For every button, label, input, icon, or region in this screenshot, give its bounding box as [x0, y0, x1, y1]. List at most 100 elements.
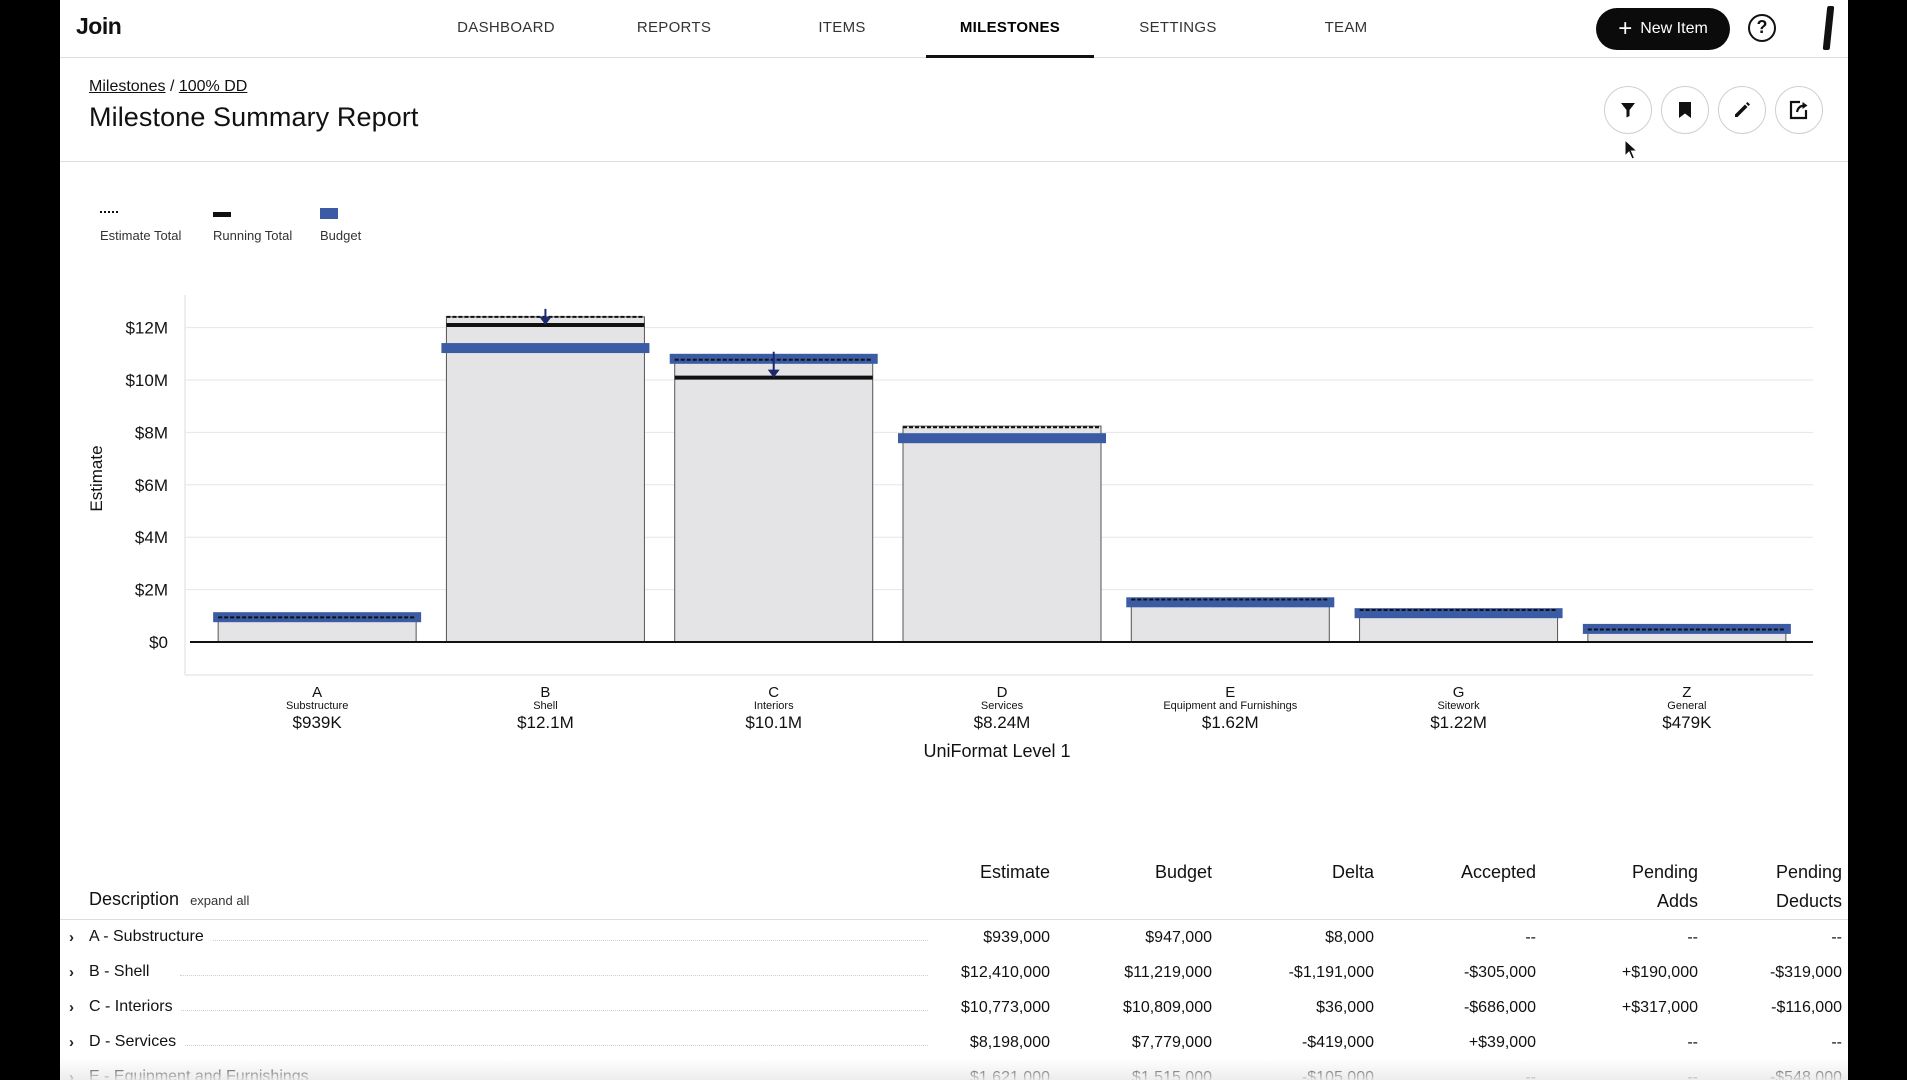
y-tick-label: $6M	[135, 476, 168, 495]
column-header-line1: Pending	[1631, 862, 1698, 882]
cell-pending-adds: --	[1687, 1069, 1698, 1080]
cell-budget: $947,000	[1145, 929, 1212, 946]
tab-reports[interactable]: REPORTS	[636, 19, 712, 36]
cell-accepted: -$305,000	[1463, 964, 1536, 981]
x-category-total: $939K	[293, 713, 343, 732]
new-item-button[interactable]: + New Item	[1596, 8, 1730, 50]
cell-pending-deducts: --	[1831, 929, 1842, 946]
x-category-total: $12.1M	[517, 713, 574, 732]
x-category-name: Shell	[533, 700, 557, 712]
breadcrumb-milestones-link[interactable]: Milestones	[89, 78, 166, 95]
top-nav: Join DASHBOARD REPORTS ITEMS MILESTONES …	[60, 0, 1848, 58]
row-leader-dots	[180, 1045, 928, 1046]
column-header-line1: Pending	[1775, 862, 1842, 882]
cell-accepted: +$39,000	[1468, 1034, 1536, 1051]
tab-items[interactable]: ITEMS	[818, 19, 866, 36]
bookmark-button[interactable]	[1661, 86, 1709, 134]
filter-icon	[1621, 103, 1635, 118]
row-description: D - Services	[89, 1033, 185, 1051]
column-header-pending-adds[interactable]: Pending Adds	[1548, 858, 1698, 916]
budget-marker-e	[1126, 597, 1335, 608]
cell-estimate: $1,621,000	[969, 1069, 1050, 1080]
edit-button[interactable]	[1718, 86, 1766, 134]
cell-delta: -$105,000	[1301, 1069, 1374, 1080]
cell-pending-adds: --	[1687, 1034, 1698, 1051]
row-description: C - Interiors	[89, 998, 181, 1016]
chevron-right-icon[interactable]: ›	[69, 1069, 74, 1080]
x-category-name: Services	[981, 700, 1024, 712]
profile-menu-icon[interactable]	[1822, 6, 1835, 50]
tab-dashboard[interactable]: DASHBOARD	[457, 19, 555, 36]
table-header-divider	[60, 919, 1848, 920]
x-category-code: G	[1453, 684, 1465, 701]
cell-delta: $8,000	[1325, 929, 1374, 946]
column-header-accepted[interactable]: Accepted	[1386, 858, 1536, 887]
chevron-right-icon[interactable]: ›	[69, 1034, 74, 1051]
x-category-code: C	[768, 684, 779, 701]
row-leader-dots	[180, 1010, 928, 1011]
filter-button[interactable]	[1604, 86, 1652, 134]
x-category-total: $10.1M	[745, 713, 802, 732]
column-header-budget[interactable]: Budget	[1062, 858, 1212, 887]
column-header-line2: Accepted	[1460, 862, 1536, 882]
table-row[interactable]: › E - Equipment and Furnishings $1,621,0…	[60, 1060, 1848, 1080]
cell-budget: $7,779,000	[1131, 1034, 1212, 1051]
description-header: Description expand all	[89, 889, 249, 910]
cell-budget: $11,219,000	[1124, 964, 1212, 981]
row-description: A - Substructure	[89, 928, 212, 946]
table-row[interactable]: › B - Shell $12,410,000 $11,219,000 -$1,…	[60, 955, 1848, 990]
milestone-chart: $0 $2M $4M $6M $8M $10M $12M Estimate ASubstruct…	[87, 295, 1813, 761]
table-row[interactable]: › A - Substructure $939,000 $947,000 $8,…	[60, 920, 1848, 955]
y-axis-label: Estimate	[87, 445, 106, 511]
row-description: B - Shell	[89, 963, 158, 981]
breadcrumb: Milestones / 100% DD	[89, 78, 247, 96]
bar-d	[902, 425, 1102, 643]
arrow-head-icon	[539, 316, 552, 325]
cell-estimate: $8,198,000	[969, 1034, 1050, 1051]
chevron-right-icon[interactable]: ›	[69, 964, 74, 981]
row-leader-dots	[180, 975, 928, 976]
help-icon[interactable]: ?	[1748, 14, 1776, 42]
legend-estimate-total: Estimate Total	[100, 228, 182, 243]
x-category-name: Substructure	[286, 700, 348, 712]
cell-accepted: --	[1525, 929, 1536, 946]
breadcrumb-current-link[interactable]: 100% DD	[178, 78, 248, 95]
tab-team[interactable]: TEAM	[1324, 19, 1368, 36]
cell-pending-deducts: --	[1831, 1034, 1842, 1051]
row-leader-dots	[180, 940, 928, 941]
chevron-right-icon[interactable]: ›	[69, 929, 74, 946]
cell-estimate: $10,773,000	[961, 999, 1050, 1016]
column-header-pending-deducts[interactable]: Pending Deducts	[1692, 858, 1842, 916]
estimate-total-legend-icon	[100, 211, 120, 213]
column-header-estimate[interactable]: Estimate	[900, 858, 1050, 887]
budget-marker-b	[441, 343, 650, 354]
app-window: Join DASHBOARD REPORTS ITEMS MILESTONES …	[60, 0, 1848, 1080]
tab-settings[interactable]: SETTINGS	[1139, 19, 1217, 36]
new-item-label: New Item	[1640, 20, 1708, 37]
app-logo[interactable]: Join	[76, 13, 122, 39]
bar-b	[445, 316, 645, 643]
cell-accepted: --	[1525, 1069, 1536, 1080]
x-category-code: Z	[1682, 684, 1691, 701]
tab-milestones[interactable]: MILESTONES	[926, 0, 1094, 58]
bar-c	[674, 359, 874, 643]
expand-all-link[interactable]: expand all	[190, 893, 250, 908]
cell-pending-adds: --	[1687, 929, 1698, 946]
table-row[interactable]: › D - Services $8,198,000 $7,779,000 -$4…	[60, 1025, 1848, 1060]
column-header-delta[interactable]: Delta	[1224, 858, 1374, 887]
x-category-name: Interiors	[754, 700, 794, 712]
cell-pending-adds: +$190,000	[1621, 964, 1698, 981]
page-header: Milestones / 100% DD Milestone Summary R…	[60, 58, 1848, 162]
cell-accepted: -$686,000	[1463, 999, 1536, 1016]
cell-estimate: $12,410,000	[961, 964, 1050, 981]
chevron-right-icon[interactable]: ›	[69, 999, 74, 1016]
share-button[interactable]	[1775, 86, 1823, 134]
x-axis-label: UniFormat Level 1	[923, 741, 1070, 761]
cell-delta: -$1,191,000	[1288, 964, 1374, 981]
x-category-code: B	[540, 684, 550, 701]
x-category-total: $8.24M	[974, 713, 1031, 732]
y-tick-label: $10M	[125, 371, 168, 390]
table-row[interactable]: › C - Interiors $10,773,000 $10,809,000 …	[60, 990, 1848, 1025]
x-category-code: D	[997, 684, 1008, 701]
cell-pending-deducts: -$548,000	[1769, 1069, 1842, 1080]
